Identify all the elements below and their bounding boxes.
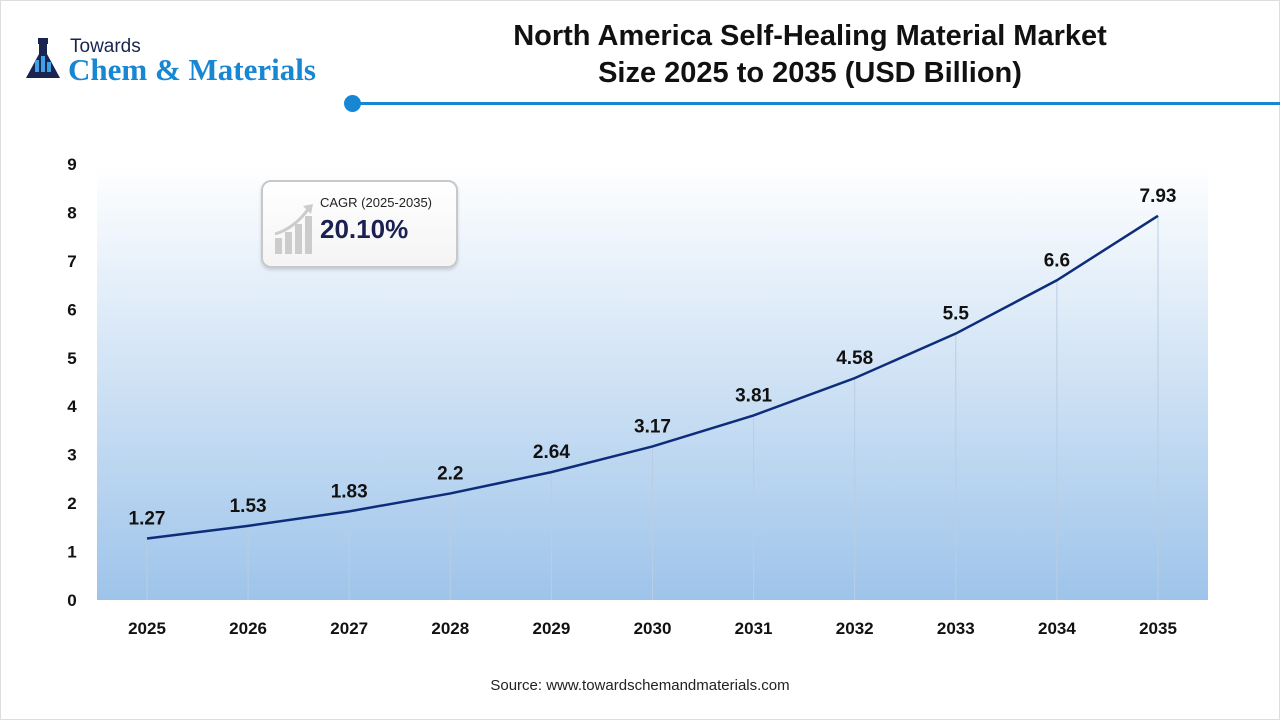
y-tick-label: 9 — [67, 155, 76, 174]
x-tick-label: 2035 — [1139, 619, 1177, 638]
logo-main: Chem & Materials — [68, 52, 316, 87]
data-label: 2.64 — [533, 442, 570, 463]
y-tick-label: 6 — [67, 300, 76, 319]
y-tick-label: 4 — [67, 397, 77, 416]
y-tick-label: 1 — [67, 543, 76, 562]
growth-chart-icon — [274, 204, 313, 254]
data-label: 7.93 — [1140, 186, 1177, 207]
title-rule — [352, 102, 1280, 105]
x-tick-label: 2030 — [634, 619, 672, 638]
y-tick-label: 8 — [67, 203, 76, 222]
x-tick-label: 2028 — [431, 619, 469, 638]
data-label: 1.53 — [230, 496, 267, 517]
y-tick-label: 0 — [67, 591, 76, 610]
y-tick-label: 7 — [67, 252, 76, 271]
x-tick-label: 2026 — [229, 619, 267, 638]
flask-icon — [26, 38, 60, 78]
logo: Towards Chem & Materials — [22, 34, 342, 87]
x-tick-label: 2027 — [330, 619, 368, 638]
series-line — [146, 214, 1159, 540]
x-tick-label: 2025 — [128, 619, 166, 638]
x-tick-label: 2029 — [532, 619, 570, 638]
data-label: 1.27 — [129, 508, 166, 529]
data-label: 5.5 — [943, 304, 970, 325]
y-tick-label: 3 — [67, 446, 76, 465]
x-tick-label: 2034 — [1038, 619, 1076, 638]
chart-title: North America Self-Healing Material Mark… — [440, 18, 1180, 92]
x-tick-label: 2033 — [937, 619, 975, 638]
title-rule-dot — [344, 95, 361, 112]
cagr-value: 20.10% — [320, 214, 409, 244]
logo-towards: Towards — [70, 36, 141, 57]
title-line-1: North America Self-Healing Material Mark… — [513, 20, 1107, 52]
x-tick-label: 2032 — [836, 619, 874, 638]
data-label: 2.2 — [437, 463, 463, 484]
title-line-2: Size 2025 to 2035 (USD Billion) — [598, 57, 1022, 89]
cagr-box: CAGR (2025-2035) 20.10% — [261, 180, 458, 268]
data-label: 4.58 — [836, 348, 873, 369]
y-tick-label: 5 — [67, 349, 76, 368]
y-tick-label: 2 — [67, 494, 76, 513]
source-note: Source: www.towardschemandmaterials.com — [490, 677, 790, 694]
data-label: 3.81 — [735, 385, 772, 406]
data-label: 6.6 — [1044, 250, 1070, 271]
x-tick-label: 2031 — [735, 619, 773, 638]
cagr-label: CAGR (2025-2035) — [320, 195, 432, 210]
data-label: 1.83 — [331, 481, 368, 502]
data-label: 3.17 — [634, 416, 671, 437]
